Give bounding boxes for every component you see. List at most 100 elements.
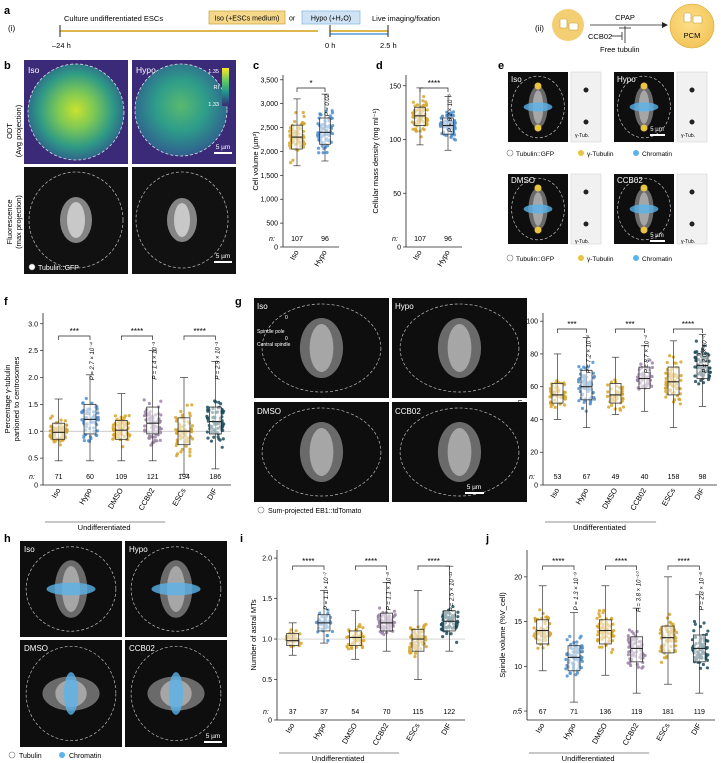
y-tick-label: 20 [530, 450, 538, 457]
data-point [82, 438, 86, 443]
panel-letter: i [240, 533, 243, 545]
iso-label: Iso [511, 75, 522, 84]
centrosome [640, 226, 648, 234]
data-point [563, 390, 567, 394]
p-value: P = 3.8 × 10⁻¹⁰ [636, 570, 643, 612]
data-point [288, 144, 292, 148]
data-point [326, 608, 330, 612]
data-point [330, 132, 335, 136]
box [380, 612, 394, 632]
x-tick-label: Iso [284, 722, 297, 735]
g-iso-image [254, 298, 389, 398]
significance-bracket [542, 565, 575, 570]
gtub-label: γ-Tub. [681, 133, 695, 139]
box [348, 630, 362, 646]
data-point [533, 619, 538, 623]
iso-medium-label: Iso (+ESCs medium) [215, 16, 280, 23]
legend-gamma-tubulin: γ-Tubulin [587, 151, 614, 158]
significance-bracket [417, 565, 450, 570]
data-point [111, 437, 115, 441]
x-tick-label: Iso [411, 249, 424, 262]
data-point [346, 647, 351, 651]
culture-label: Culture undifferentiated ESCs [64, 14, 163, 23]
data-point [626, 634, 630, 638]
data-point [288, 133, 292, 137]
data-point [147, 434, 152, 439]
group-label: Undifferentiated [78, 523, 131, 532]
data-point [612, 634, 616, 638]
cell-outline [511, 177, 565, 241]
box [146, 406, 160, 435]
e-iso-image [508, 72, 568, 142]
cell-outline [25, 646, 117, 741]
y-tick-label: 2,000 [260, 149, 278, 156]
y-tick-label: 1,000 [260, 197, 278, 204]
data-point [59, 418, 63, 422]
panel-letter: b [4, 60, 11, 72]
data-point [316, 146, 321, 150]
data-point [289, 161, 293, 165]
data-point [324, 145, 328, 149]
coord-zero-top: 0 [285, 315, 288, 321]
x-tick-label: Iso [548, 487, 561, 500]
n-value: 109 [115, 474, 127, 481]
data-point [206, 409, 210, 413]
data-point [49, 416, 53, 420]
centrosome [640, 184, 648, 192]
significance-stars: **** [615, 557, 627, 566]
data-point [702, 621, 706, 625]
data-point [564, 657, 568, 661]
pcm-centriole-1 [683, 12, 692, 23]
p-value: P = 2.3 × 10⁻⁸ [698, 572, 705, 611]
y-axis-label: Cell volume (µm³) [251, 131, 260, 191]
legend-tubulin: Tubulin [19, 753, 42, 760]
data-point [326, 639, 330, 643]
gtub-label: γ-Tub. [575, 239, 589, 245]
data-point [441, 635, 445, 639]
y-tick-label: 3,500 [260, 77, 278, 84]
data-point [692, 619, 697, 624]
data-point [455, 640, 459, 644]
data-point [190, 424, 195, 428]
data-point [419, 135, 423, 139]
data-point [674, 361, 678, 365]
n-value: 53 [554, 474, 562, 481]
data-point [678, 392, 683, 396]
significance-stars: **** [131, 327, 143, 336]
panel-g: g020406080100EB1 fraction at poles (%)53… [496, 296, 717, 532]
data-point [591, 360, 595, 364]
data-point [664, 656, 668, 660]
panel-i: i 0 0.5 1.0 1.5 2.0 Number of astral MTs 37 Iso 3… [240, 533, 465, 763]
data-point [320, 144, 324, 148]
data-point [121, 445, 125, 449]
data-point [149, 443, 153, 447]
data-point [621, 405, 626, 409]
cell-outline [28, 171, 124, 269]
data-point [212, 435, 216, 439]
data-point [699, 378, 703, 383]
x-tick-label: CCB02 [371, 722, 391, 747]
y-axis-label: Percentage γ-tubulinpartioned to centros… [3, 356, 21, 441]
x-tick-label: CCB02 [137, 487, 157, 512]
x-tick-label: Hypo [435, 249, 452, 269]
data-point [288, 129, 292, 133]
data-point [565, 652, 569, 657]
box [536, 619, 550, 645]
p-value: P = 2.7 × 10⁻⁴ [89, 342, 96, 381]
data-point [636, 379, 640, 383]
data-point [302, 114, 306, 119]
box [208, 406, 222, 435]
data-point [356, 625, 361, 629]
data-point [648, 358, 652, 362]
x-tick-label: Hypo [561, 722, 578, 742]
centriole-barrel-1 [559, 18, 568, 29]
data-point [180, 413, 184, 417]
cell-outline [261, 303, 382, 393]
g-hypo-image [392, 298, 527, 398]
data-point [376, 617, 380, 621]
data-point [453, 138, 457, 142]
legend-eb1: Sum-projected EB1::tdTomato [268, 508, 361, 515]
data-point [533, 632, 537, 636]
cell-outline [617, 177, 671, 241]
data-point [362, 639, 366, 643]
